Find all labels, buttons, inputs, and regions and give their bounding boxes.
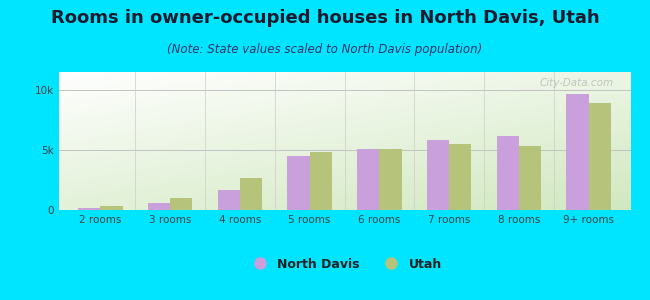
Bar — [287, 156, 309, 210]
Bar — [519, 146, 541, 210]
Bar — [78, 208, 100, 210]
Bar — [427, 140, 449, 210]
Bar — [240, 178, 262, 210]
Text: Rooms in owner-occupied houses in North Davis, Utah: Rooms in owner-occupied houses in North … — [51, 9, 599, 27]
Legend: North Davis, Utah: North Davis, Utah — [242, 253, 447, 275]
Bar — [497, 136, 519, 210]
Bar — [357, 149, 380, 210]
Text: (Note: State values scaled to North Davis population): (Note: State values scaled to North Davi… — [168, 44, 482, 56]
Bar — [566, 94, 589, 210]
Bar — [449, 144, 471, 210]
Bar — [589, 103, 611, 210]
Bar — [218, 190, 240, 210]
Bar — [309, 152, 332, 210]
Bar — [148, 203, 170, 210]
Text: City-Data.com: City-Data.com — [540, 77, 614, 88]
Bar — [380, 149, 402, 210]
Bar — [100, 206, 123, 210]
Bar — [170, 198, 192, 210]
